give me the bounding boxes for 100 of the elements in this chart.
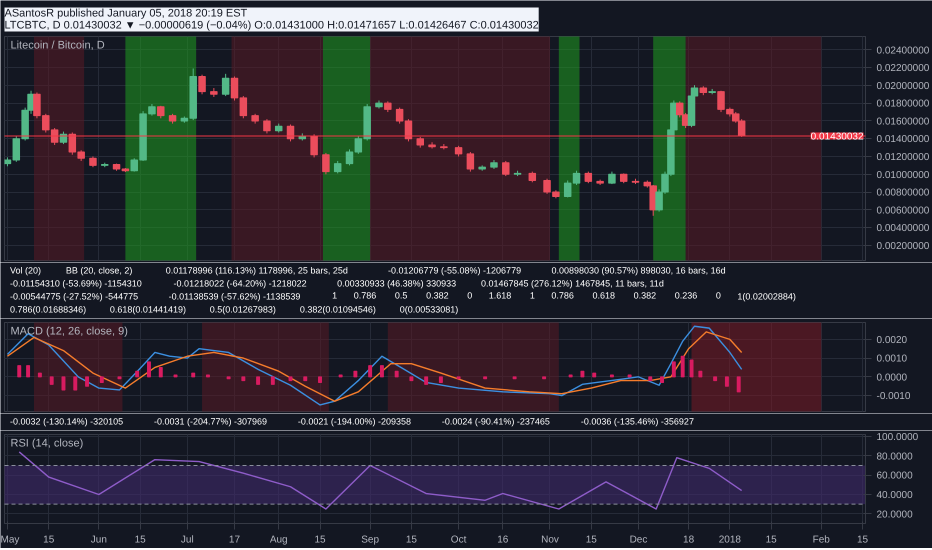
y-tick-label: 80.0000 xyxy=(876,451,914,462)
chart-title: RSI (14, close) xyxy=(10,438,84,450)
bar xyxy=(147,361,151,378)
candlestick xyxy=(502,160,510,177)
bar xyxy=(368,365,372,378)
x-tick-label: 15 xyxy=(43,534,55,546)
candlestick xyxy=(89,156,97,168)
x-tick-label: May xyxy=(0,534,20,546)
text: 0.01178996 (116.13%) 1178996, 25 bars, 25d xyxy=(166,266,348,276)
text: 0.786 xyxy=(551,290,574,300)
y-tick-label: 0.01600000 xyxy=(876,116,930,128)
bar xyxy=(270,376,275,385)
bar xyxy=(241,376,246,382)
candlestick xyxy=(168,113,176,124)
bar xyxy=(38,372,42,378)
x-tick-label: 15 xyxy=(586,534,598,546)
text: 0.618 xyxy=(592,290,616,300)
bar xyxy=(713,376,718,382)
candlestick xyxy=(263,118,271,134)
text: -0.01218022 (-64.20%) -1218022 xyxy=(174,278,307,288)
bar xyxy=(660,376,664,383)
text: -0.0024 (-90.41%) -237465 xyxy=(442,416,550,426)
x-tick-label: Oct xyxy=(450,534,467,546)
bar xyxy=(62,376,66,390)
x-tick-label: Feb xyxy=(812,534,830,546)
text: 1 xyxy=(332,290,338,300)
bar xyxy=(26,365,30,378)
candlestick xyxy=(222,73,230,97)
y-tick-label: 0.02200000 xyxy=(876,63,930,74)
bar xyxy=(580,370,584,378)
y-tick-label: 20.0000 xyxy=(876,509,914,520)
x-tick-label: 15 xyxy=(766,534,778,546)
x-tick-label: Sep xyxy=(361,534,380,546)
y-tick-label: 0.01000000 xyxy=(876,170,930,181)
bar xyxy=(680,356,685,378)
x-tick-label: Jun xyxy=(90,534,107,546)
x-tick-label: 2018 xyxy=(718,534,742,546)
chart-subtitle: ASantosR published January 05, 2018 20:19 EST LTCBTC, D 0.01430032 ▼ −0.00000619 (−0.04%) O:0.01431000 H:0.01471657 L:0.01426467 C:0.01430032 xyxy=(4,8,539,32)
candlestick xyxy=(322,152,330,175)
text: 0.618(0.01441419) xyxy=(110,304,186,314)
text: BB (20, close, 2) xyxy=(66,266,132,276)
text: 1(0.02002884) xyxy=(737,292,796,302)
candlestick xyxy=(198,74,206,95)
bar xyxy=(698,370,702,378)
candlestick xyxy=(384,100,392,113)
text: 0 xyxy=(716,290,721,300)
bar xyxy=(17,365,22,378)
text: 0.5(0.01267983) xyxy=(210,304,276,314)
y-tick-label: 100.0000 xyxy=(876,432,919,443)
line-series xyxy=(18,451,742,510)
bar xyxy=(288,376,292,382)
candlestick xyxy=(466,152,474,172)
bar xyxy=(438,376,443,383)
y-tick-label: 0.0020 xyxy=(876,334,908,346)
candlestick xyxy=(620,172,628,184)
x-tick-label: 15 xyxy=(134,534,146,546)
y-tick-label: 0.00800000 xyxy=(876,188,930,199)
y-tick-label: 0.01200000 xyxy=(876,152,930,163)
text: -0.0036 (-135.46%) -356927 xyxy=(580,416,694,426)
candlestick xyxy=(286,124,294,142)
text: 0.382 xyxy=(634,290,656,300)
text: -0.01154310 (-53.69%) -1154310 xyxy=(10,278,142,288)
bar xyxy=(50,376,54,385)
text: 0.382 xyxy=(426,290,449,300)
text: 0.786 xyxy=(354,290,376,300)
candlestick xyxy=(310,134,318,158)
bar xyxy=(672,361,676,378)
text: 0.236 xyxy=(674,290,698,300)
text: -0.01206779 (-55.08%) -1206779 xyxy=(388,266,522,276)
x-tick-label: 15 xyxy=(856,534,869,546)
y-tick-label: 0.02000000 xyxy=(876,80,930,92)
x-tick-label: 16 xyxy=(497,534,509,546)
chart-title: Litecoin / Bitcoin, D xyxy=(10,40,105,52)
y-tick-label: 0.00400000 xyxy=(876,223,930,234)
y-tick-label: 60.0000 xyxy=(876,470,914,482)
text: -0.0021 (-194.00%) -209358 xyxy=(298,416,411,426)
text: 0.01467845 (276.12%) 1467845, 11 bars, 11d xyxy=(481,278,664,288)
text: 0 xyxy=(467,290,472,300)
y-tick-label: -0.0010 xyxy=(876,391,911,402)
bar xyxy=(318,376,322,383)
chart-title: MACD (12, 26, close, 9) xyxy=(10,326,128,338)
bar xyxy=(592,372,596,378)
text: -0.00544775 (-27.52%) -544775 xyxy=(10,292,138,302)
y-tick-label: 0.01400000 xyxy=(876,134,930,146)
y-tick-label: 0.0010 xyxy=(876,354,908,365)
candlestick xyxy=(251,113,259,124)
y-tick-label: 0.02400000 xyxy=(876,45,930,56)
bar xyxy=(690,359,694,378)
bar xyxy=(158,366,163,378)
text: 0.786(0.01688346) xyxy=(10,304,86,314)
text: 0(0.00533081) xyxy=(400,304,458,314)
bar xyxy=(394,370,399,378)
text: -0.01138539 (-57.62%) -1138539 xyxy=(168,292,300,302)
x-tick-label: Dec xyxy=(630,534,648,546)
y-tick-label: 0.00600000 xyxy=(876,205,930,216)
x-tick-label: Jul xyxy=(180,534,194,546)
text: 1.618 xyxy=(488,290,512,300)
x-tick-label: 15 xyxy=(406,534,418,546)
bar xyxy=(380,365,384,378)
text: 0.00898030 (90.57%) 898030, 16 bars, 16d xyxy=(551,266,726,276)
